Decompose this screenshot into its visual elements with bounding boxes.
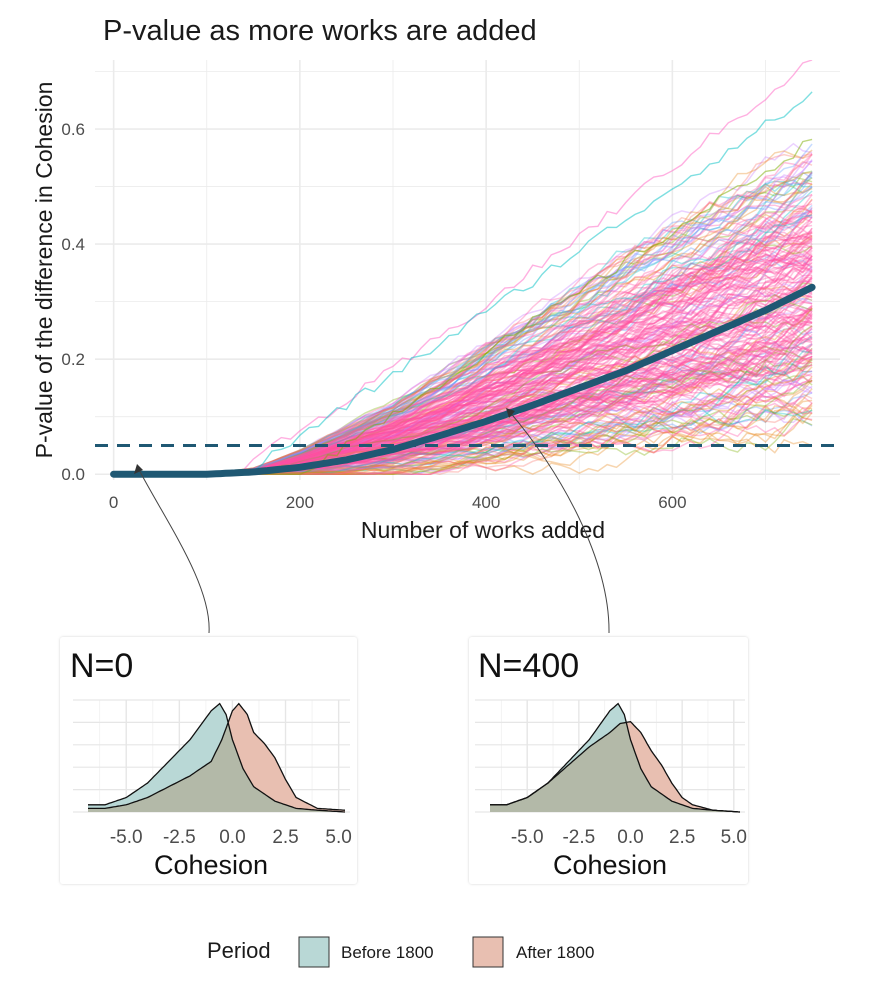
inset-n400-overlap-density <box>490 722 740 812</box>
main-x-axis-label: Number of works added <box>361 517 605 543</box>
x-tick-label: 200 <box>286 493 314 512</box>
arrow-n0-head <box>134 464 143 474</box>
mean-curve <box>110 283 816 478</box>
inset-panel-n400: N=400 -5.0 -2.5 0.0 2.5 5.0 Cohesion <box>469 637 748 884</box>
legend-key-before-1800 <box>298 936 330 968</box>
inset-x-tick-label: 2.5 <box>669 827 695 848</box>
inset-x-tick-label: 5.0 <box>325 827 351 848</box>
inset-n400-title: N=400 <box>478 647 579 685</box>
legend: Period Before 1800 After 1800 <box>207 936 594 968</box>
y-tick-label: 0.4 <box>61 235 85 254</box>
inset-n0-before-1800-outline <box>88 702 346 813</box>
inset-x-tick-label: 5.0 <box>721 827 747 848</box>
main-chart: P-value as more works are added 0 200 400 6… <box>31 15 840 543</box>
inset-x-tick-label: 2.5 <box>272 827 298 848</box>
inset-n400-x-label: Cohesion <box>553 850 667 880</box>
inset-x-tick-label: -5.0 <box>511 827 544 848</box>
inset-n0-x-ticks: -5.0 -2.5 0.0 2.5 5.0 <box>110 827 352 848</box>
inset-n400-x-ticks: -5.0 -2.5 0.0 2.5 5.0 <box>511 827 747 848</box>
legend-key-after-1800 <box>472 936 504 968</box>
inset-n400-before-1800-outline <box>490 702 741 813</box>
simulation-runs <box>113 60 813 475</box>
annotation-arrows <box>134 408 610 634</box>
main-grid <box>95 60 840 480</box>
arrow-n400-head <box>506 408 515 418</box>
main-chart-title: P-value as more works are added <box>103 15 537 47</box>
legend-label-before-1800: Before 1800 <box>341 943 434 962</box>
main-y-axis-ticks: 0.0 0.2 0.4 0.6 <box>61 120 85 484</box>
legend-label-after-1800: After 1800 <box>516 943 594 962</box>
inset-n0-overlap-density <box>88 722 345 812</box>
inset-x-tick-label: -2.5 <box>562 827 595 848</box>
y-tick-label: 0.0 <box>61 465 85 484</box>
main-x-axis-ticks: 0 200 400 600 <box>109 493 687 512</box>
x-tick-label: 0 <box>109 493 118 512</box>
legend-title: Period <box>207 938 271 963</box>
inset-x-tick-label: 0.0 <box>219 827 245 848</box>
x-tick-label: 600 <box>658 493 686 512</box>
inset-x-tick-label: 0.0 <box>617 827 643 848</box>
inset-x-tick-label: -2.5 <box>163 827 196 848</box>
y-tick-label: 0.2 <box>61 350 85 369</box>
x-tick-label: 400 <box>472 493 500 512</box>
inset-x-tick-label: -5.0 <box>110 827 143 848</box>
arrow-n0 <box>136 465 210 634</box>
y-tick-label: 0.6 <box>61 120 85 139</box>
inset-n0-x-label: Cohesion <box>154 850 268 880</box>
arrow-n400 <box>507 409 610 634</box>
inset-panel-n0: N=0 -5.0 -2.5 0.0 2.5 5.0 Cohesion <box>60 637 357 884</box>
inset-n0-after-1800-outline <box>88 702 346 811</box>
inset-n0-title: N=0 <box>70 647 133 685</box>
main-y-axis-label: P-value of the difference in Cohesion <box>31 82 57 459</box>
